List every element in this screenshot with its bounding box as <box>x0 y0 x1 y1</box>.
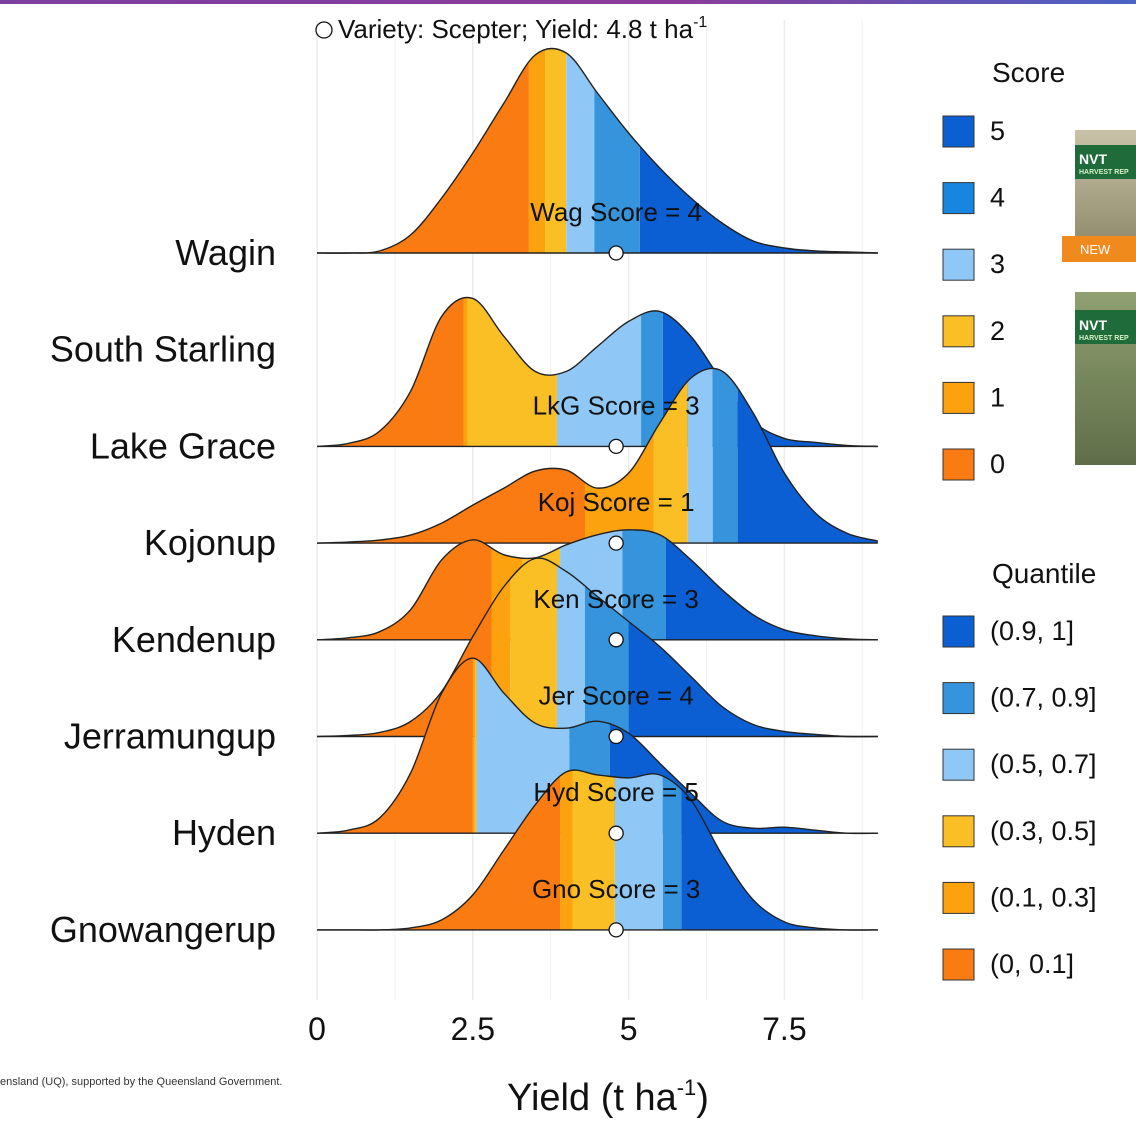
quantile-band <box>687 368 713 544</box>
title-marker <box>315 21 333 39</box>
quantile-band <box>712 368 738 544</box>
thumb-text: HARVEST REP <box>1079 335 1129 342</box>
legend-swatch <box>942 881 975 914</box>
yield-point <box>608 245 624 261</box>
overlay: Wagin Wag Score = 4 South Starling Lake Gra… <box>50 197 702 950</box>
quantile-band <box>662 770 682 930</box>
legend-swatch <box>942 682 975 715</box>
annotation: LkG Score = 3 <box>533 390 700 420</box>
quantile-band <box>737 368 878 544</box>
legend-swatch <box>942 315 975 348</box>
annotation: Ken Score = 3 <box>533 584 699 614</box>
legend-label: 1 <box>990 382 1005 412</box>
annotation: Koj Score = 1 <box>538 487 695 517</box>
y-tick-label: Jerramungup <box>64 716 276 757</box>
y-tick-label: Gnowangerup <box>50 909 276 950</box>
thumb-text: NVT <box>1079 151 1107 167</box>
y-tick-label: Kendenup <box>112 619 276 660</box>
quantile-band <box>545 48 567 253</box>
legend-label: (0, 0.1] <box>990 949 1074 979</box>
quantile-band <box>463 297 468 447</box>
x-title-text: Yield (t ha <box>507 1077 678 1119</box>
x-axis-title: Yield (t ha-1) <box>507 1075 709 1119</box>
thumb-text: NVT <box>1079 317 1107 333</box>
y-tick-label: South Starling <box>50 329 276 370</box>
density-curve <box>317 769 878 931</box>
legend-label: (0.1, 0.3] <box>990 882 1097 912</box>
x-tick-label: 5 <box>620 1011 638 1047</box>
yield-point <box>608 632 624 648</box>
legend-swatch <box>942 815 975 848</box>
legend-swatch <box>942 381 975 414</box>
yield-point <box>608 438 624 455</box>
legend: Score 5 4 3 2 1 0 <box>942 57 1065 481</box>
legend-swatch <box>942 448 975 481</box>
thumb-1-header <box>1075 145 1136 179</box>
yield-point <box>608 535 624 551</box>
legend-label: 3 <box>990 249 1005 279</box>
legend-title: Quantile <box>992 558 1096 589</box>
quantile-band <box>474 658 477 834</box>
legend-swatch <box>942 248 975 281</box>
yield-point <box>608 922 624 938</box>
quantile-band <box>641 297 663 447</box>
density-curve <box>316 657 878 835</box>
legend-swatch <box>942 615 975 648</box>
quantile-band <box>510 558 557 737</box>
title-sup: -1 <box>693 14 707 31</box>
yield-point <box>608 825 624 841</box>
legend-swatch <box>942 182 975 215</box>
title-text: Variety: Scepter; Yield: 4.8 t ha <box>338 14 694 44</box>
annotation: Wag Score = 4 <box>530 197 702 227</box>
thumb-text: HARVEST REP <box>1079 169 1129 176</box>
x-tick-label: 7.5 <box>762 1011 806 1047</box>
x-title-sup: -1 <box>677 1075 697 1100</box>
legend-label: 0 <box>990 449 1005 479</box>
thumb-2-header <box>1075 310 1136 344</box>
quantile-band <box>472 658 475 834</box>
footer: ensland (UQ), supported by the Queenslan… <box>0 1076 283 1088</box>
quantile-band <box>572 770 615 930</box>
x-tick-label: 2.5 <box>451 1011 495 1047</box>
legend-label: (0.7, 0.9] <box>990 683 1097 713</box>
density-curve <box>317 367 879 544</box>
density-curve <box>316 529 878 641</box>
x-tick-label: 0 <box>308 1011 326 1047</box>
legend-label: (0.9, 1] <box>990 616 1074 646</box>
density-curve <box>317 47 878 254</box>
density-curve <box>317 557 878 738</box>
top-bar <box>0 0 1136 4</box>
annotation: Hyd Score = 5 <box>533 777 698 807</box>
annotation: Jer Score = 4 <box>538 681 693 711</box>
yield-point <box>608 728 624 745</box>
quantile-band <box>614 770 663 930</box>
title: Variety: Scepter; Yield: 4.8 t ha-1 <box>315 14 707 44</box>
badge-text: NEW <box>1080 242 1111 257</box>
chart-title: Variety: Scepter; Yield: 4.8 t ha-1 <box>338 14 707 44</box>
y-tick-label: Wagin <box>175 232 276 273</box>
quantile-band <box>528 48 546 253</box>
legend-label: (0.5, 0.7] <box>990 749 1097 779</box>
new-badge <box>1062 236 1136 262</box>
legend-title: Score <box>992 57 1065 88</box>
x-title-end: ) <box>696 1077 709 1119</box>
legend-swatch <box>942 115 975 148</box>
legend-swatch <box>942 748 975 781</box>
y-tick-label: Hyden <box>172 812 276 853</box>
quantile-band <box>560 770 573 930</box>
legend-label: 4 <box>990 183 1005 213</box>
legend-label: 2 <box>990 316 1005 346</box>
legend: Quantile (0.9, 1] (0.7, 0.9] (0.5, 0.7] (0.3… <box>942 558 1097 981</box>
legend-label: (0.3, 0.5] <box>990 816 1097 846</box>
side-image: NVT HARVEST REP NEW NVT HARVEST REP <box>1062 130 1136 465</box>
annotation: Gno Score = 3 <box>532 874 700 904</box>
y-tick-label: Lake Grace <box>90 425 276 466</box>
legend-swatch <box>942 948 975 981</box>
quantile-band <box>556 558 585 737</box>
legend-label: 5 <box>990 116 1005 146</box>
y-tick-label: Kojonup <box>144 522 276 563</box>
density-curve <box>316 296 878 448</box>
